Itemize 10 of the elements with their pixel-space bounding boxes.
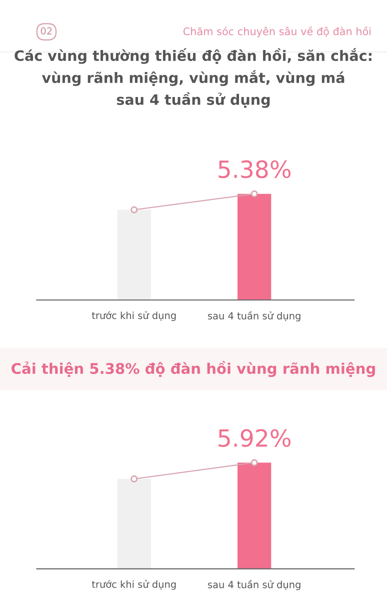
text: Chăm sóc chuyên sâu về độ đàn hồi [183,26,371,38]
x-tick-label: trước khi sử dụng [92,580,176,590]
annotation: 5.38% [218,160,291,178]
chart-title: Các vùng thường thiếu độ đàn hồi, săn chắc: vùng rãnh miệng, vùng mắt, vùng má sau 4 tuần sử dụng [14,48,372,108]
x-tick-label: sau 4 tuần sử dụng [208,311,300,322]
chart-title: Cải thiện 5.38% độ đàn hồi vùng rãnh miệng [12,361,375,377]
annotation: 5.92% [218,429,291,447]
x-tick-label: sau 4 tuần sử dụng [208,580,300,590]
text: 02 [40,27,52,35]
x-tick-label: trước khi sử dụng [92,311,176,322]
